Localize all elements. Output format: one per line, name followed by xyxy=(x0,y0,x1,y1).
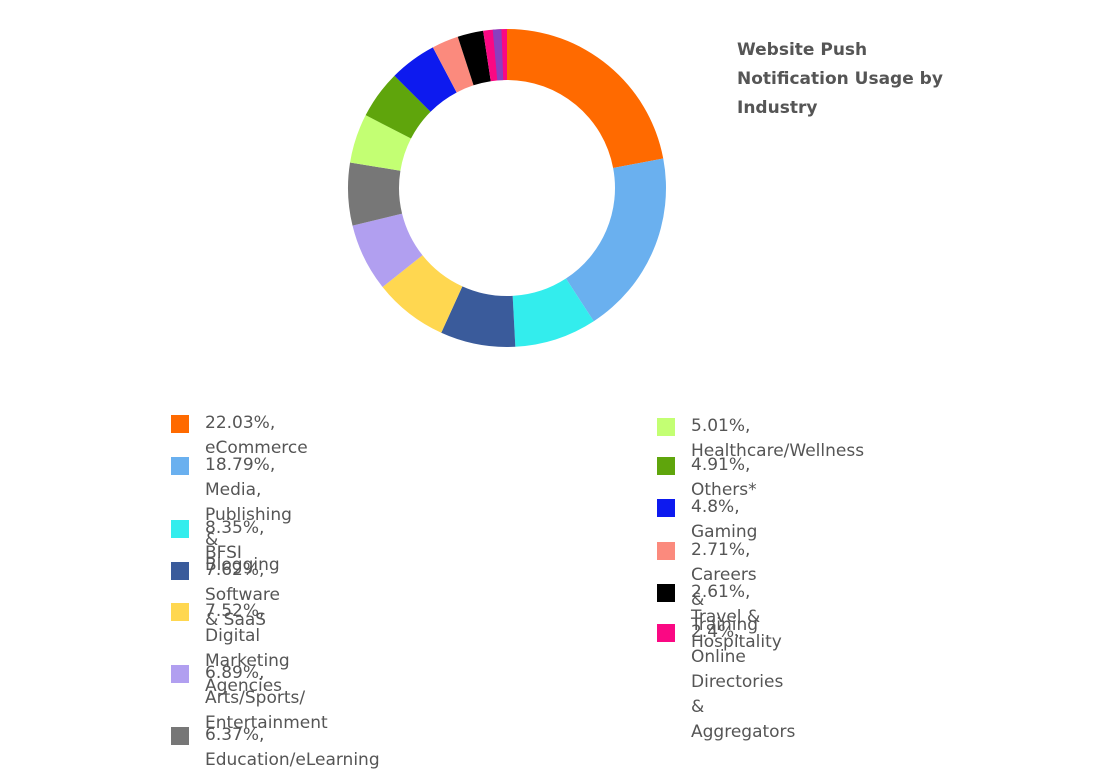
legend-swatch-digital-marketing xyxy=(171,603,189,621)
legend-swatch-software xyxy=(171,562,189,580)
legend-swatch-gaming xyxy=(657,499,675,517)
donut-slice-ecommerce xyxy=(507,29,664,168)
legend-label-careers: 2.71%, Careers & Training xyxy=(691,540,759,635)
legend-label-arts-sports-line1: 6.89%, Arts/Sports/ xyxy=(205,663,306,708)
legend-item-education: 6.37%, Education/eLearning xyxy=(171,725,380,773)
donut-slice-education-elearning xyxy=(347,162,403,226)
legend-swatch-education xyxy=(171,727,189,745)
legend-swatch-others xyxy=(657,457,675,475)
legend-item-ecommerce: 22.03%, eCommerce xyxy=(171,413,308,461)
legend-swatch-careers xyxy=(657,542,675,560)
legend-label-online-directories-line1: 2.4%, Online Directories & xyxy=(691,622,784,717)
legend-label-travel: 2.61%, Travel & Hospitality xyxy=(691,582,782,652)
legend-label-software: 7.62%, Software & SaaS xyxy=(205,560,280,630)
legend-label-bfsi: 8.35%, BFSI xyxy=(205,518,265,563)
legend-label-others: 4.91%, Others* xyxy=(691,455,757,500)
legend-swatch-ecommerce xyxy=(171,415,189,433)
legend-item-arts-sports: 6.89%, Arts/Sports/ Entertainment xyxy=(171,663,328,736)
legend-swatch-travel xyxy=(657,584,675,602)
legend-swatch-bfsi xyxy=(171,520,189,538)
legend-label-online-directories-line2: Aggregators xyxy=(691,722,796,742)
legend-label-healthcare: 5.01%, Healthcare/Wellness xyxy=(691,416,865,461)
donut-slice-others xyxy=(365,75,431,139)
legend-item-media: 18.79%, Media, Publishing & Blogging xyxy=(171,455,292,578)
legend-item-digital-marketing: 7.52%, Digital Marketing Agencies xyxy=(171,601,290,699)
donut-slice-software-saas xyxy=(441,286,516,348)
donut-slice-digital-marketing-agencies xyxy=(382,255,463,333)
legend-swatch-media xyxy=(171,457,189,475)
legend-item-others: 4.91%, Others* xyxy=(657,455,757,503)
legend-label-gaming: 4.8%, Gaming xyxy=(691,497,758,542)
legend-label-ecommerce: 22.03%, eCommerce xyxy=(205,413,308,458)
legend-item-travel: 2.61%, Travel & Hospitality xyxy=(657,582,782,655)
legend-item-careers: 2.71%, Careers & Training xyxy=(657,540,758,638)
legend-swatch-online-directories xyxy=(657,624,675,642)
donut-slice-media-publishing-blogging xyxy=(565,158,666,322)
legend-label-digital-marketing-line2: Agencies xyxy=(205,676,283,696)
legend-label-arts-sports-line2: Entertainment xyxy=(205,713,328,733)
donut-slice-arts-sports-entertainment xyxy=(352,213,423,287)
legend-label-digital-marketing-line1: 7.52%, Digital Marketing xyxy=(205,601,290,671)
legend-label-education: 6.37%, Education/eLearning xyxy=(205,725,380,770)
donut-slice-healthcare-wellness xyxy=(350,115,411,171)
legend-label-media-line2: Blogging xyxy=(205,555,280,575)
chart-title: Website Push Notification Usage by Indus… xyxy=(737,40,943,118)
legend-item-gaming: 4.8%, Gaming xyxy=(657,497,757,545)
donut-slice-careers-training xyxy=(432,36,474,93)
donut-slice-bfsi xyxy=(512,278,594,347)
legend-item-software: 7.62%, Software & SaaS xyxy=(171,560,280,633)
legend-swatch-healthcare xyxy=(657,418,675,436)
legend-item-healthcare: 5.01%, Healthcare/Wellness xyxy=(657,416,864,464)
legend-item-online-directories: 2.4%, Online Directories & Aggregators xyxy=(657,622,795,745)
legend-label-media-line1: 18.79%, Media, Publishing & xyxy=(205,455,292,550)
donut-slice-travel-hospitality xyxy=(457,30,491,86)
donut-slice-sliver xyxy=(492,29,504,81)
legend-item-bfsi: 8.35%, BFSI xyxy=(171,518,264,566)
legend-swatch-arts-sports xyxy=(171,665,189,683)
donut-slice-gaming xyxy=(394,47,457,112)
